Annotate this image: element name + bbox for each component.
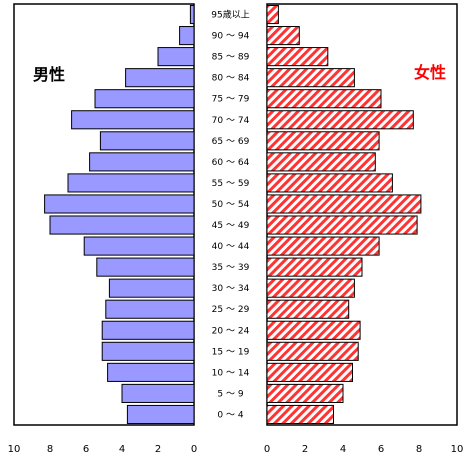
male-bar [44, 194, 195, 214]
male-bars [44, 4, 195, 425]
female-bars [266, 4, 422, 425]
female-bar [266, 236, 380, 256]
age-group-label: 60 ～ 64 [212, 158, 250, 168]
age-group-label: 45 ～ 49 [212, 221, 250, 231]
age-group-label: 75 ～ 79 [212, 95, 250, 105]
female-bar [266, 341, 359, 361]
female-bar [266, 257, 363, 277]
male-bar [67, 173, 195, 193]
age-group-label: 25 ～ 29 [212, 305, 250, 315]
female-plot-frame [266, 3, 458, 426]
left-axis-ticks: 10 8 6 4 2 0 [8, 444, 198, 455]
male-bar [179, 26, 195, 46]
left-axis-tick-label: 2 [155, 444, 161, 455]
female-bar [266, 404, 334, 425]
left-axis-tick-label: 4 [119, 444, 125, 455]
female-bar [266, 110, 414, 130]
age-group-label: 90 ～ 94 [212, 32, 250, 42]
female-bar [266, 215, 418, 235]
left-axis-tick-label: 6 [83, 444, 89, 455]
age-group-label: 35 ～ 39 [212, 263, 250, 273]
age-group-label: 40 ～ 44 [212, 242, 250, 252]
male-bar [189, 4, 195, 25]
male-bar [94, 89, 195, 109]
female-bar [266, 26, 300, 46]
female-bar [266, 194, 422, 214]
male-bar [126, 404, 195, 425]
female-bar [266, 173, 393, 193]
female-bar [266, 68, 355, 88]
female-bar [266, 362, 353, 382]
age-group-label: 0 ～ 4 [217, 410, 243, 420]
male-bar [99, 131, 195, 151]
right-axis-tick-label: 4 [340, 444, 346, 455]
age-group-label: 55 ～ 59 [212, 179, 250, 189]
female-series-label: 女性 [414, 63, 446, 82]
female-bar [266, 47, 329, 67]
right-axis-tick-label: 10 [451, 444, 464, 455]
left-axis-tick-label: 0 [191, 444, 197, 455]
age-labels: 95歳以上 90 ～ 94 85 ～ 89 80 ～ 84 75 ～ 79 70 ～ 74… [211, 9, 249, 421]
male-bar [49, 215, 195, 235]
right-axis-ticks: 0 2 4 6 8 10 [264, 444, 464, 455]
male-bar [157, 47, 195, 67]
male-bar [101, 320, 195, 340]
age-group-label: 20 ～ 24 [212, 326, 250, 336]
age-group-label: 30 ～ 34 [212, 284, 250, 294]
age-group-label: 80 ～ 84 [212, 74, 250, 84]
male-plot-frame [13, 3, 195, 426]
male-bar [71, 110, 195, 130]
age-group-label: 65 ～ 69 [212, 137, 250, 147]
male-bar [96, 257, 195, 277]
right-axis-tick-label: 8 [416, 444, 422, 455]
male-bar [101, 341, 195, 361]
male-bar [107, 362, 195, 382]
male-series-label: 男性 [33, 65, 65, 84]
female-bar [266, 383, 344, 403]
male-bar [105, 299, 195, 319]
female-bar [266, 299, 350, 319]
age-group-label: 5 ～ 9 [217, 389, 243, 399]
age-group-label: 70 ～ 74 [212, 116, 250, 126]
age-group-label: 85 ～ 89 [212, 53, 250, 63]
male-bar [89, 152, 195, 172]
right-axis-tick-label: 0 [264, 444, 270, 455]
age-group-label: 50 ～ 54 [212, 200, 250, 210]
age-group-label: 15 ～ 19 [212, 347, 250, 357]
female-bar [266, 89, 382, 109]
male-bar [125, 68, 195, 88]
male-bar [121, 383, 195, 403]
age-group-label: 10 ～ 14 [212, 368, 250, 378]
female-bar [266, 4, 279, 25]
male-bar [83, 236, 195, 256]
female-bar [266, 278, 355, 298]
age-group-label: 95歳以上 [211, 9, 249, 21]
left-axis-tick-label: 10 [8, 444, 21, 455]
female-bar [266, 152, 376, 172]
female-bar [266, 131, 380, 151]
right-axis-tick-label: 6 [378, 444, 384, 455]
male-bar [108, 278, 195, 298]
female-bar [266, 320, 361, 340]
left-axis-tick-label: 8 [47, 444, 53, 455]
right-axis-tick-label: 2 [302, 444, 308, 455]
